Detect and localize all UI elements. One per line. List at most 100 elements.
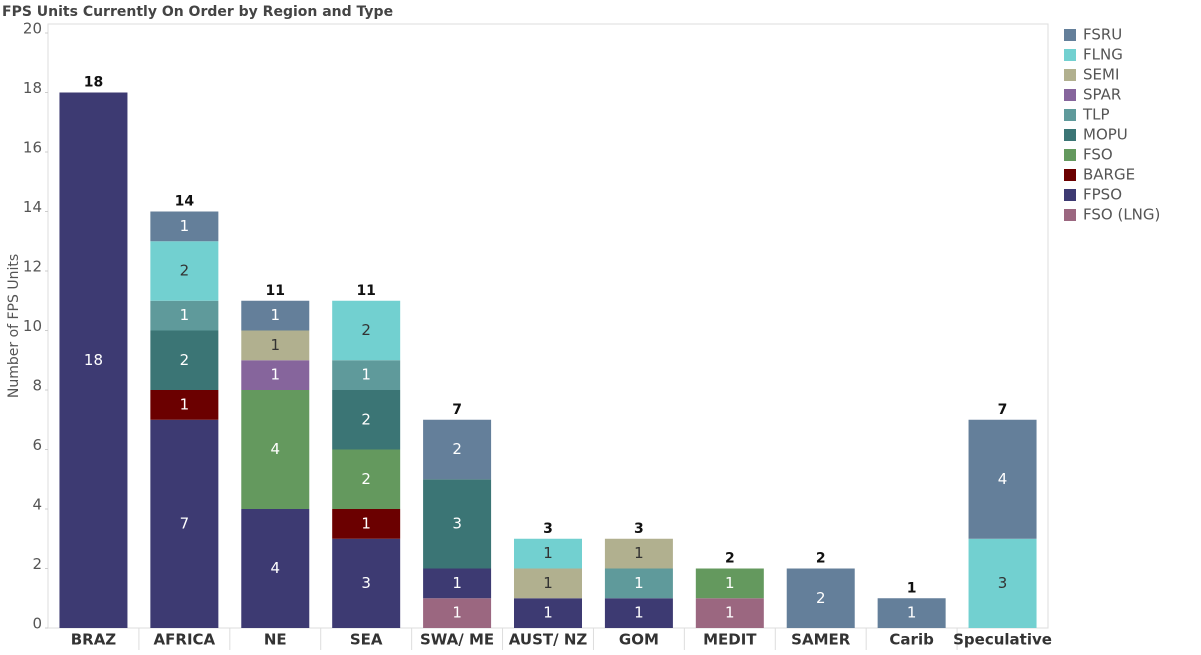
x-tick-label: Carib [889, 631, 934, 649]
legend-swatch [1064, 149, 1076, 161]
total-label: 2 [816, 551, 826, 567]
bar-segment [604, 568, 673, 599]
data-label: 3 [361, 574, 371, 592]
bar-segment [423, 479, 492, 569]
x-tick-label: AUST/ NZ [509, 631, 588, 649]
bar-segment [332, 300, 401, 361]
bar-segment [241, 509, 310, 628]
legend-swatch [1064, 169, 1076, 181]
bar-segment [150, 300, 219, 331]
total-label: 3 [634, 521, 644, 537]
data-label: 1 [634, 574, 644, 592]
data-label: 1 [725, 574, 735, 592]
legend-label: SPAR [1083, 86, 1121, 104]
x-tick-label: SEA [350, 631, 383, 649]
data-label: 2 [452, 440, 462, 458]
legend-label: FSO (LNG) [1083, 206, 1160, 224]
total-label: 11 [266, 283, 285, 299]
data-label: 2 [361, 470, 371, 488]
legend-swatch [1064, 189, 1076, 201]
bar-segment [968, 419, 1037, 539]
legend-swatch [1064, 69, 1076, 81]
bar-segment [241, 360, 310, 390]
bar-segment [150, 419, 219, 628]
data-label: 2 [361, 410, 371, 428]
data-label: 1 [543, 604, 553, 622]
total-label: 11 [356, 283, 375, 299]
total-label: 1 [907, 580, 917, 596]
bar-segment [150, 211, 219, 242]
x-tick-label: MEDIT [703, 631, 757, 649]
total-label: 14 [175, 194, 195, 210]
legend-swatch [1064, 89, 1076, 101]
bar-segment [332, 360, 401, 390]
data-label: 4 [270, 440, 280, 458]
total-label: 18 [84, 75, 103, 91]
x-tick-label: BRAZ [71, 631, 117, 649]
data-label: 1 [543, 574, 553, 592]
bar-segment [332, 449, 401, 509]
data-label: 1 [634, 544, 644, 562]
x-tick-label: NE [264, 631, 287, 649]
y-tick-label: 12 [23, 258, 42, 276]
y-tick-label: 0 [32, 615, 42, 633]
data-label: 2 [180, 262, 190, 280]
legend-label: SEMI [1083, 66, 1119, 84]
data-label: 1 [452, 604, 462, 622]
x-tick-label: Speculative [953, 631, 1052, 649]
data-label: 2 [361, 321, 371, 339]
x-tick-label: AFRICA [154, 631, 216, 649]
data-label: 4 [998, 470, 1008, 488]
bar-segment [877, 598, 946, 628]
bar-segment [604, 538, 673, 569]
y-tick-label: 6 [32, 436, 42, 454]
legend-swatch [1064, 29, 1076, 41]
bar-segment [423, 419, 492, 480]
data-label: 1 [270, 366, 280, 384]
bar-segment [968, 538, 1037, 628]
total-label: 3 [543, 521, 553, 537]
legend-label: BARGE [1083, 166, 1135, 184]
chart-title: FPS Units Currently On Order by Region a… [2, 4, 393, 20]
legend-label: TLP [1082, 106, 1110, 124]
bar-segment [604, 598, 673, 628]
bar-segment [150, 330, 219, 390]
data-label: 1 [725, 604, 735, 622]
x-tick-label: GOM [619, 631, 659, 649]
data-label: 18 [84, 351, 103, 369]
legend-label: FSRU [1083, 26, 1122, 44]
legend-label: FLNG [1083, 46, 1123, 64]
bar-segment [695, 598, 764, 628]
data-label: 1 [634, 604, 644, 622]
data-label: 3 [998, 574, 1008, 592]
data-label: 1 [361, 366, 371, 384]
y-axis-label: Number of FPS Units [6, 254, 22, 398]
bar-segment [150, 390, 219, 420]
bar-segment [332, 509, 401, 539]
data-label: 1 [180, 217, 190, 235]
data-label: 3 [452, 514, 462, 532]
data-label: 1 [270, 306, 280, 324]
y-tick-label: 10 [23, 317, 42, 335]
bar-segment [332, 390, 401, 450]
bar-segment [695, 568, 764, 599]
bar-segment [786, 568, 855, 628]
data-label: 7 [180, 514, 190, 532]
y-tick-label: 2 [32, 555, 42, 573]
legend-swatch [1064, 109, 1076, 121]
y-tick-label: 14 [23, 198, 42, 216]
bar-segment [241, 300, 310, 331]
total-label: 7 [998, 402, 1008, 418]
data-label: 1 [270, 336, 280, 354]
y-tick-label: 16 [23, 139, 42, 157]
bar-segment [423, 568, 492, 599]
data-label: 1 [907, 604, 917, 622]
x-tick-label: SAMER [791, 631, 851, 649]
bar-segment [514, 598, 582, 628]
bar-segment [514, 538, 582, 569]
bar-segment [150, 241, 219, 301]
legend-label: FPSO [1083, 186, 1122, 204]
data-label: 2 [180, 351, 190, 369]
